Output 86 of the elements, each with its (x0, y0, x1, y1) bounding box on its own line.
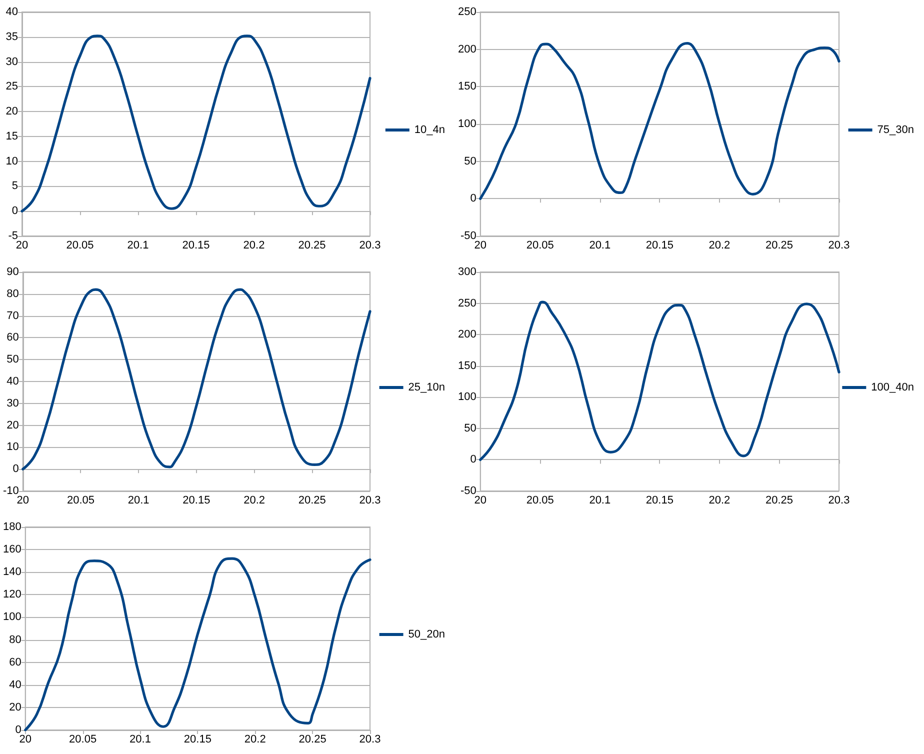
y-tick-label: 70 (6, 310, 19, 322)
x-tick-label: 20.3 (359, 734, 381, 746)
y-tick-label: 30 (6, 397, 19, 410)
y-tick-label: 140 (2, 566, 22, 578)
y-tick-label: 200 (458, 43, 476, 56)
x-tick-label: 20.05 (526, 240, 554, 252)
x-tick-label: 20.25 (298, 734, 326, 746)
y-tick-label: 150 (458, 360, 476, 372)
y-tick-label: 200 (458, 328, 476, 341)
y-tick-label: 10 (6, 155, 18, 168)
y-tick-label: 10 (6, 441, 19, 454)
x-tick-label: 20.3 (828, 494, 850, 506)
legend-label: 25_10n (408, 382, 446, 394)
y-tick-label: 15 (6, 130, 18, 142)
legend-label: 50_20n (408, 628, 446, 640)
y-tick-label: 90 (6, 266, 19, 278)
y-tick-label: 30 (6, 56, 18, 68)
y-tick-label: 180 (2, 521, 22, 533)
y-tick-label: 300 (458, 266, 476, 278)
x-tick-label: 20.15 (182, 240, 210, 252)
x-tick-label: 20.05 (526, 494, 554, 506)
x-tick-label: 20.15 (646, 240, 674, 252)
x-tick-label: 20.2 (708, 494, 730, 506)
y-tick-label: 20 (6, 106, 18, 118)
y-tick-label: 0 (470, 454, 476, 466)
y-tick-label: 100 (458, 391, 476, 404)
x-tick-label: 20.3 (359, 240, 381, 252)
legend-label: 100_40n (871, 382, 914, 394)
y-tick-label: 100 (458, 118, 476, 130)
legend-label: 10_4n (414, 124, 446, 136)
y-tick-label: 60 (9, 656, 22, 668)
y-tick-label: 50 (464, 422, 476, 434)
y-tick-label: 250 (458, 297, 476, 310)
y-tick-label: 5 (12, 180, 18, 192)
y-tick-label: 0 (15, 724, 22, 736)
y-tick-label: 160 (2, 544, 22, 556)
y-tick-label: 120 (2, 588, 22, 601)
y-tick-label: 150 (458, 80, 476, 93)
x-tick-label: 20.25 (765, 494, 793, 506)
x-tick-label: 20.1 (589, 240, 611, 252)
x-tick-label: 20.25 (298, 494, 326, 506)
x-tick-label: 20.2 (708, 240, 730, 252)
y-tick-label: -10 (2, 485, 19, 497)
line-series (22, 288, 372, 470)
y-tick-label: 0 (12, 205, 18, 218)
x-tick-label: 20.1 (130, 734, 151, 746)
line-series (20, 34, 372, 212)
x-tick-label: 20.15 (646, 494, 674, 506)
x-tick-label: 20.05 (66, 240, 94, 252)
y-tick-label: 25 (6, 80, 18, 93)
x-tick-label: 20.3 (359, 494, 381, 506)
y-tick-label: 80 (6, 288, 19, 300)
y-tick-label: 250 (458, 6, 476, 18)
x-tick-label: 20.1 (589, 494, 611, 506)
x-tick-label: 20.2 (244, 734, 266, 746)
x-tick-label: 20.2 (243, 240, 265, 252)
x-tick-label: 20.15 (182, 494, 210, 506)
y-tick-label: 0 (470, 192, 476, 205)
x-tick-label: 20.05 (66, 494, 95, 506)
y-tick-label: -50 (460, 485, 476, 497)
y-tick-label: 50 (6, 354, 19, 366)
line-series (479, 42, 840, 200)
x-tick-label: 20.25 (298, 240, 326, 252)
y-tick-label: 40 (6, 6, 18, 18)
line-series (24, 557, 372, 732)
y-tick-label: 60 (6, 332, 19, 344)
y-tick-label: 50 (464, 155, 476, 168)
y-tick-label: 20 (6, 419, 19, 432)
legend-label: 75_30n (877, 124, 914, 136)
y-tick-label: 20 (9, 701, 22, 714)
y-tick-label: 35 (6, 30, 18, 43)
y-tick-label: 40 (6, 376, 19, 388)
y-tick-label: 80 (9, 634, 22, 646)
x-tick-label: 20.1 (127, 240, 149, 252)
line-series (479, 300, 840, 462)
y-tick-label: -5 (8, 230, 18, 242)
y-tick-label: 0 (12, 463, 19, 476)
y-tick-label: -50 (460, 230, 476, 242)
x-tick-label: 20.25 (765, 240, 793, 252)
x-tick-label: 20.3 (828, 240, 850, 252)
x-tick-label: 20.15 (184, 734, 212, 746)
x-tick-label: 20.2 (244, 494, 266, 506)
x-tick-label: 20.1 (128, 494, 150, 506)
x-tick-label: 20.05 (69, 734, 97, 746)
y-tick-label: 100 (2, 611, 22, 624)
y-tick-label: 40 (9, 678, 22, 691)
